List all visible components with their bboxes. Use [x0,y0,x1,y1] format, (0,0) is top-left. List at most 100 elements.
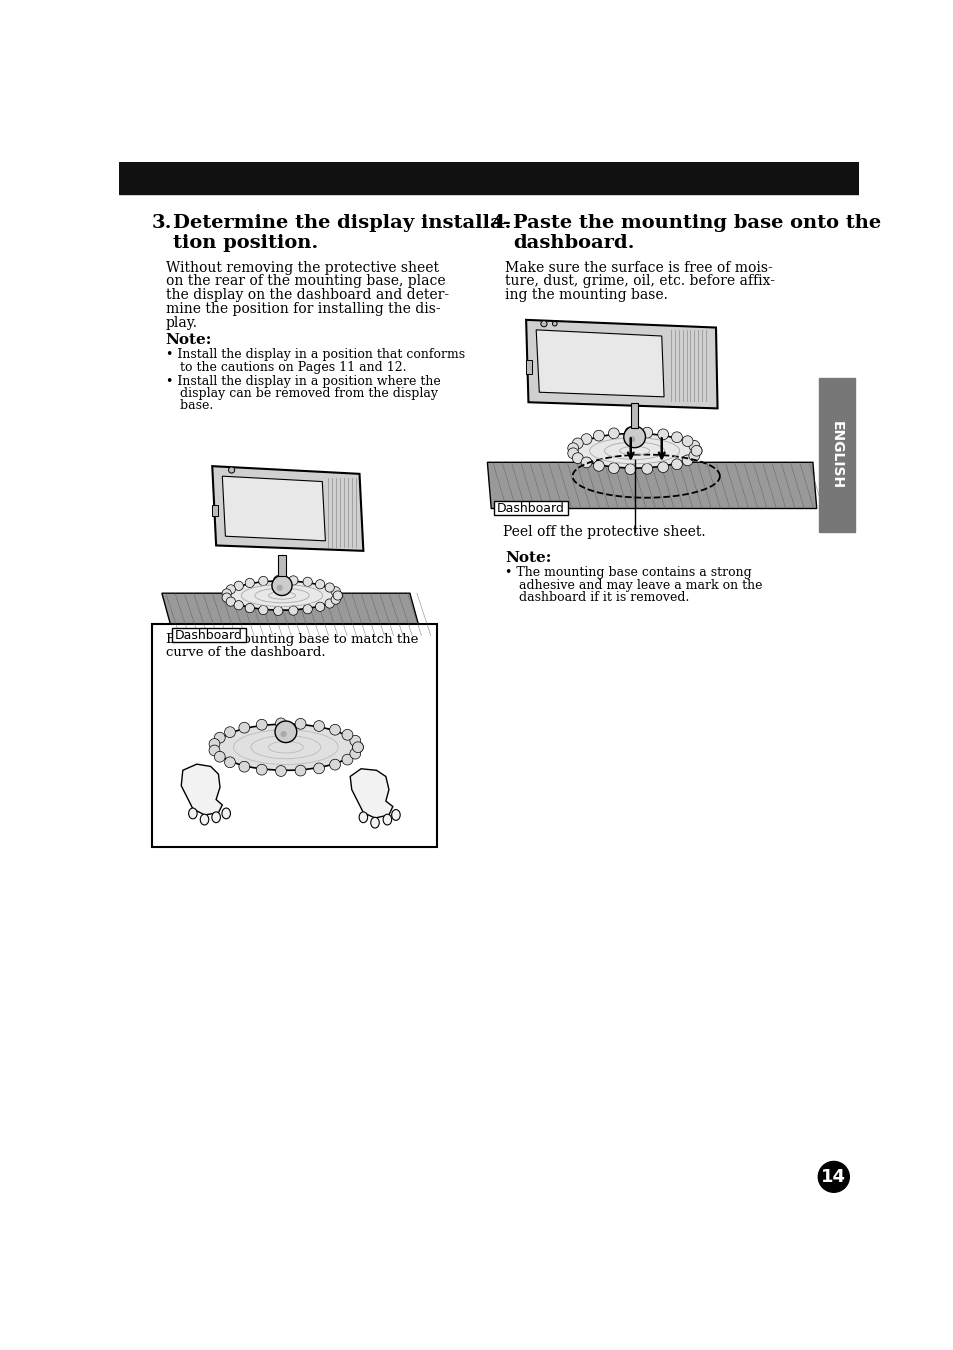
Text: base.: base. [172,400,213,412]
Text: 3.: 3. [152,215,172,232]
Circle shape [691,446,701,456]
Circle shape [641,427,652,437]
Text: Peel off the protective sheet.: Peel off the protective sheet. [502,525,705,540]
Text: on the rear of the mounting base, place: on the rear of the mounting base, place [166,274,445,289]
Circle shape [350,748,360,759]
Polygon shape [487,462,816,509]
Circle shape [258,605,268,614]
Circle shape [572,437,582,448]
Bar [172,628,245,643]
Circle shape [275,765,286,776]
Circle shape [624,427,635,437]
Circle shape [280,732,286,737]
Text: • Install the display in a position where the: • Install the display in a position wher… [166,374,440,387]
Circle shape [657,462,668,472]
Circle shape [629,436,635,443]
FancyBboxPatch shape [152,624,436,848]
Circle shape [275,718,286,729]
Circle shape [608,428,618,439]
Circle shape [624,464,635,475]
Circle shape [226,585,235,594]
Circle shape [274,575,282,585]
Circle shape [222,589,232,598]
Circle shape [233,580,243,590]
Bar [630,404,638,428]
Circle shape [330,725,340,736]
Circle shape [540,320,546,327]
Ellipse shape [212,811,220,822]
Circle shape [214,732,225,742]
Circle shape [691,446,701,456]
Circle shape [245,578,254,587]
Text: Note:: Note: [505,551,551,564]
Circle shape [350,736,360,747]
Circle shape [671,459,681,470]
Circle shape [245,603,254,613]
Ellipse shape [200,814,209,825]
Text: • Install the display in a position that conforms: • Install the display in a position that… [166,348,464,362]
Circle shape [353,741,363,752]
Circle shape [567,448,578,459]
Text: display can be removed from the display: display can be removed from the display [172,387,437,400]
Circle shape [303,578,312,586]
Bar [119,162,858,194]
Circle shape [688,451,699,462]
Text: Without removing the protective sheet: Without removing the protective sheet [166,261,438,274]
Circle shape [294,765,306,776]
Circle shape [238,722,250,733]
Circle shape [256,720,267,730]
Text: mine the position for installing the dis-: mine the position for installing the dis… [166,302,440,316]
Circle shape [593,460,603,471]
Circle shape [233,601,243,610]
Circle shape [314,763,324,774]
Circle shape [688,440,699,451]
Bar [278,555,286,576]
Circle shape [608,463,618,474]
Text: 14: 14 [821,1168,845,1185]
Circle shape [209,738,219,749]
Circle shape [258,576,268,586]
Circle shape [315,579,324,589]
Circle shape [552,321,557,325]
Circle shape [580,433,591,444]
Circle shape [226,597,235,606]
Ellipse shape [189,809,197,819]
Circle shape [272,575,292,595]
Circle shape [303,605,312,614]
Polygon shape [212,466,363,551]
Circle shape [314,721,324,732]
Circle shape [333,591,342,601]
Bar [212,505,218,516]
Polygon shape [350,768,393,818]
Circle shape [580,458,591,468]
Text: Determine the display installa-: Determine the display installa- [173,215,511,232]
Text: ing the mounting base.: ing the mounting base. [505,289,667,302]
Circle shape [641,463,652,474]
Text: to the cautions on Pages 11 and 12.: to the cautions on Pages 11 and 12. [172,360,406,374]
Text: dashboard if it is removed.: dashboard if it is removed. [511,591,689,603]
Polygon shape [536,329,663,397]
Circle shape [224,726,235,737]
Text: • The mounting base contains a strong: • The mounting base contains a strong [505,566,751,579]
Text: play.: play. [166,316,197,329]
Circle shape [331,587,340,595]
Polygon shape [222,477,325,541]
Circle shape [209,745,219,756]
Text: Make sure the surface is free of mois-: Make sure the surface is free of mois- [505,261,772,274]
Text: Dashboard: Dashboard [497,502,564,514]
Ellipse shape [574,433,694,468]
Circle shape [342,755,353,765]
Circle shape [276,585,282,591]
Ellipse shape [216,724,355,771]
Circle shape [671,432,681,443]
Ellipse shape [222,809,231,819]
Circle shape [238,761,250,772]
Circle shape [681,436,692,447]
Circle shape [224,757,235,768]
Circle shape [229,467,234,472]
Circle shape [325,583,334,593]
Text: ture, dust, grime, oil, etc. before affix-: ture, dust, grime, oil, etc. before affi… [505,274,775,289]
Text: the display on the dashboard and deter-: the display on the dashboard and deter- [166,289,449,302]
Text: adhesive and may leave a mark on the: adhesive and may leave a mark on the [511,579,762,591]
Text: ENGLISH: ENGLISH [829,421,843,489]
